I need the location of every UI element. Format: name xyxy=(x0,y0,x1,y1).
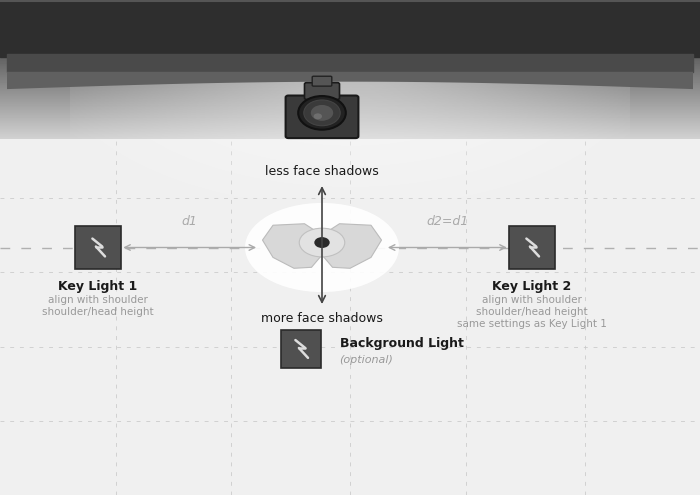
Text: shoulder/head height: shoulder/head height xyxy=(476,307,588,317)
FancyBboxPatch shape xyxy=(510,227,554,268)
Text: same settings as Key Light 1: same settings as Key Light 1 xyxy=(457,319,607,329)
Circle shape xyxy=(298,96,346,130)
Bar xyxy=(0,0,700,57)
Circle shape xyxy=(314,237,330,248)
Bar xyxy=(7,54,693,72)
Circle shape xyxy=(304,100,340,126)
Polygon shape xyxy=(262,224,382,268)
Text: less face shadows: less face shadows xyxy=(265,165,379,178)
FancyBboxPatch shape xyxy=(281,331,321,367)
Text: Background Light: Background Light xyxy=(340,337,463,349)
Text: d1: d1 xyxy=(182,215,197,228)
Ellipse shape xyxy=(245,203,399,292)
Text: align with shoulder: align with shoulder xyxy=(48,295,148,304)
Text: (optional): (optional) xyxy=(340,355,393,365)
FancyBboxPatch shape xyxy=(76,227,121,268)
Circle shape xyxy=(311,105,333,121)
FancyBboxPatch shape xyxy=(304,83,340,99)
Polygon shape xyxy=(7,72,693,89)
Text: shoulder/head height: shoulder/head height xyxy=(42,307,154,317)
Text: Key Light 2: Key Light 2 xyxy=(492,280,572,293)
Circle shape xyxy=(314,113,322,119)
Text: align with shoulder: align with shoulder xyxy=(482,295,582,304)
Text: more face shadows: more face shadows xyxy=(261,312,383,325)
FancyBboxPatch shape xyxy=(286,96,358,138)
Text: Key Light 1: Key Light 1 xyxy=(58,280,138,293)
Ellipse shape xyxy=(300,228,344,257)
Text: d2=d1: d2=d1 xyxy=(426,215,468,228)
FancyBboxPatch shape xyxy=(312,76,332,86)
